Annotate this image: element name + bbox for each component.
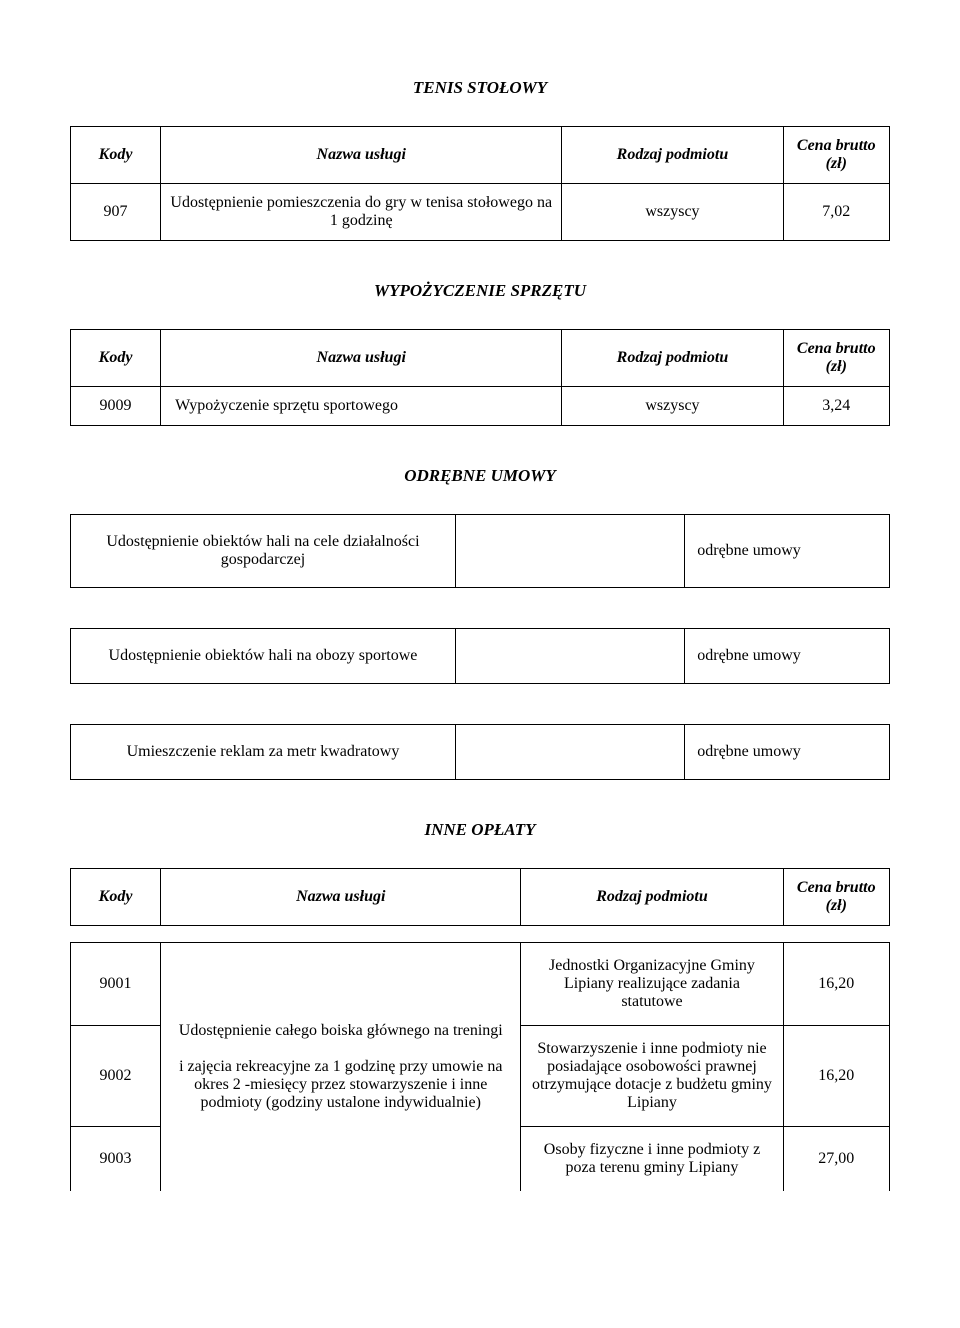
tenis-row-rodzaj: wszyscy (562, 184, 783, 241)
tenis-row-cena: 7,02 (783, 184, 890, 241)
section-title-inne: INNE OPŁATY (70, 820, 890, 840)
umowy-row2-left: Umieszczenie reklam za metr kwadratowy (71, 725, 456, 780)
umowy-row1-mid (455, 629, 684, 684)
umowy-table-2: Umieszczenie reklam za metr kwadratowy o… (70, 724, 890, 780)
sprzet-hdr-nazwa: Nazwa usługi (161, 330, 562, 387)
inne-row2-kody: 9003 (71, 1127, 161, 1192)
tenis-row: 907 Udostępnienie pomieszczenia do gry w… (71, 184, 890, 241)
inne-hdr-kody: Kody (71, 869, 161, 926)
umowy-row2-right: odrębne umowy (685, 725, 890, 780)
section-title-sprzet: WYPOŻYCZENIE SPRZĘTU (70, 281, 890, 301)
inne-row1-rodzaj: Stowarzyszenie i inne podmioty nie posia… (521, 1026, 783, 1127)
inne-nazwa-merged: Udostępnienie całego boiska głównego na … (161, 943, 521, 1192)
sprzet-hdr-rodzaj: Rodzaj podmiotu (562, 330, 783, 387)
tenis-row-nazwa: Udostępnienie pomieszczenia do gry w ten… (161, 184, 562, 241)
umowy-table-1: Udostępnienie obiektów hali na obozy spo… (70, 628, 890, 684)
tenis-hdr-kody: Kody (71, 127, 161, 184)
inne-row1-kody: 9002 (71, 1026, 161, 1127)
tenis-row-kody: 907 (71, 184, 161, 241)
sprzet-row-nazwa: Wypożyczenie sprzętu sportowego (161, 387, 562, 426)
sprzet-row: 9009 Wypożyczenie sprzętu sportowego wsz… (71, 387, 890, 426)
umowy-table-0: Udostępnienie obiektów hali na cele dzia… (70, 514, 890, 588)
inne-row2-rodzaj: Osoby fizyczne i inne podmioty z poza te… (521, 1127, 783, 1192)
sprzet-row-rodzaj: wszyscy (562, 387, 783, 426)
section-title-tenis: TENIS STOŁOWY (70, 78, 890, 98)
sprzet-row-cena: 3,24 (783, 387, 890, 426)
tenis-hdr-nazwa: Nazwa usługi (161, 127, 562, 184)
umowy-row0-right: odrębne umowy (685, 515, 890, 588)
inne-hdr-nazwa: Nazwa usługi (161, 869, 521, 926)
sprzet-hdr-cena: Cena brutto (zł) (783, 330, 890, 387)
sprzet-table: Kody Nazwa usługi Rodzaj podmiotu Cena b… (70, 329, 890, 426)
umowy-row1-left: Udostępnienie obiektów hali na obozy spo… (71, 629, 456, 684)
tenis-table: Kody Nazwa usługi Rodzaj podmiotu Cena b… (70, 126, 890, 241)
tenis-hdr-cena: Cena brutto (zł) (783, 127, 890, 184)
umowy-row1-right: odrębne umowy (685, 629, 890, 684)
inne-row0-kody: 9001 (71, 943, 161, 1026)
inne-header-table: Kody Nazwa usługi Rodzaj podmiotu Cena b… (70, 868, 890, 926)
inne-hdr-rodzaj: Rodzaj podmiotu (521, 869, 783, 926)
inne-row1-cena: 16,20 (783, 1026, 889, 1127)
umowy-row0-mid (455, 515, 684, 588)
inne-body-table: 9001 Udostępnienie całego boiska główneg… (70, 942, 890, 1191)
inne-hdr-cena: Cena brutto (zł) (783, 869, 889, 926)
sprzet-hdr-kody: Kody (71, 330, 161, 387)
umowy-row2-mid (455, 725, 684, 780)
sprzet-row-kody: 9009 (71, 387, 161, 426)
inne-row2-cena: 27,00 (783, 1127, 889, 1192)
inne-row-0: 9001 Udostępnienie całego boiska główneg… (71, 943, 890, 1026)
tenis-hdr-rodzaj: Rodzaj podmiotu (562, 127, 783, 184)
umowy-row0-left: Udostępnienie obiektów hali na cele dzia… (71, 515, 456, 588)
inne-row0-cena: 16,20 (783, 943, 889, 1026)
section-title-umowy: ODRĘBNE UMOWY (70, 466, 890, 486)
inne-row0-rodzaj: Jednostki Organizacyjne Gminy Lipiany re… (521, 943, 783, 1026)
